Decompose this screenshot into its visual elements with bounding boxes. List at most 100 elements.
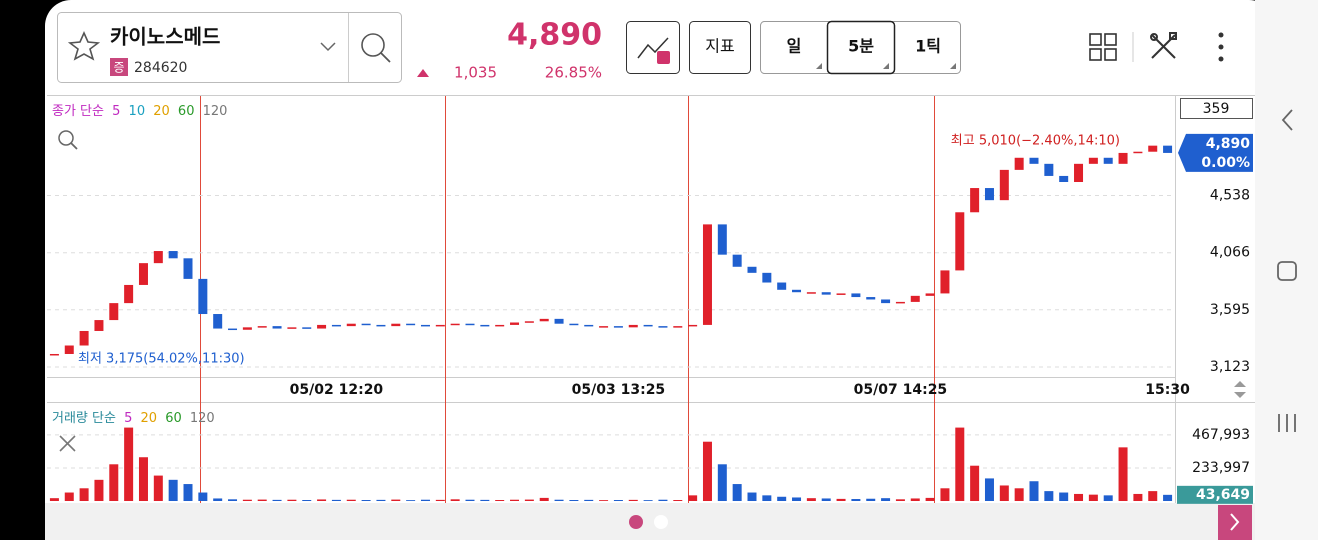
dropdown-arrow[interactable] [320, 42, 336, 52]
page-dot-active[interactable] [629, 515, 643, 529]
candle [168, 251, 178, 259]
volume-bar [1088, 494, 1098, 501]
candle [925, 293, 935, 296]
up-arrow [417, 69, 429, 77]
zoom-icon[interactable] [58, 130, 74, 146]
layout-icon[interactable] [1089, 33, 1117, 61]
candle [346, 323, 356, 327]
candle [480, 324, 490, 327]
volume-bar [450, 499, 460, 501]
candle [895, 301, 905, 304]
volume-bar [138, 457, 148, 501]
volume-bar [213, 498, 223, 501]
candle [49, 353, 59, 356]
candle [1029, 157, 1039, 164]
candle [1014, 157, 1024, 170]
search-icon[interactable] [361, 33, 385, 57]
candle [569, 323, 579, 326]
candle [465, 323, 475, 326]
legend-label: 종가 단순 [52, 104, 104, 119]
volume-bar [183, 484, 193, 501]
candle [94, 320, 104, 331]
candle [628, 324, 638, 328]
last-price: 4,890 [1206, 136, 1251, 152]
chart-video-button[interactable] [626, 21, 680, 74]
volume-bar [124, 427, 134, 501]
candle [524, 321, 534, 323]
favorite-star[interactable] [67, 31, 101, 61]
close-icon[interactable] [59, 435, 76, 452]
play-icon [657, 51, 670, 64]
scroll-down[interactable] [1234, 392, 1246, 398]
search-icon-handle [380, 52, 391, 63]
settings-icon[interactable] [1150, 32, 1177, 59]
candle [910, 295, 920, 302]
candle [836, 293, 846, 295]
candle [762, 272, 772, 283]
volume-bar [777, 496, 787, 501]
candle [881, 299, 891, 304]
corner-mark [950, 63, 956, 69]
volume-bar [376, 499, 386, 501]
volume-bar [302, 500, 312, 501]
nav-recent[interactable] [1278, 414, 1296, 432]
volume-bar [866, 498, 876, 501]
candle [183, 258, 193, 279]
corner-mark [883, 63, 889, 69]
next-arrow [1230, 513, 1240, 531]
x-tick-label: 15:30 [1145, 382, 1190, 398]
volume-bar [806, 498, 816, 501]
period-button[interactable]: 일 [787, 37, 802, 56]
scroll-up[interactable] [1234, 381, 1246, 387]
volume-bar [49, 498, 59, 501]
y-tick-label: 3,595 [1210, 302, 1250, 318]
last-price-tag [1178, 133, 1253, 172]
nav-home[interactable] [1277, 261, 1297, 281]
x-tick-label: 05/03 13:25 [572, 382, 666, 398]
badge: 증 [113, 61, 124, 75]
candle [406, 323, 416, 326]
volume-bar [688, 495, 698, 501]
nav-back[interactable] [1281, 109, 1293, 131]
legend-period: 60 [165, 411, 182, 426]
candle [673, 326, 683, 328]
volume-bar [613, 500, 623, 501]
chart-icon [637, 37, 669, 59]
indicator-button[interactable] [689, 21, 751, 74]
candle [554, 318, 564, 324]
candle [940, 270, 950, 294]
volume-bar [539, 497, 549, 501]
volume-bar [836, 498, 846, 501]
candle [970, 188, 980, 213]
volume-bar [628, 499, 638, 501]
volume-bar [747, 492, 757, 501]
volume-bar [79, 488, 89, 501]
next-button[interactable] [1218, 505, 1252, 540]
period-button[interactable]: 5분 [848, 37, 874, 56]
price-legend: 종가 단순 5 10 20 60 120 [52, 104, 227, 119]
volume-bar [242, 499, 252, 501]
last-volume: 43,649 [1196, 487, 1250, 503]
volume-bar [510, 499, 520, 501]
search-box[interactable] [57, 12, 402, 83]
high-label: 최고 5,010(−2.40%,14:10) [951, 134, 1120, 149]
period-button[interactable]: 1틱 [915, 37, 941, 56]
page-dot[interactable] [654, 515, 668, 529]
volume-bar [1029, 481, 1039, 501]
y-tick-label: 467,993 [1192, 427, 1250, 443]
legend-period: 5 [124, 411, 132, 426]
volume-bar [1163, 494, 1173, 501]
candle [361, 323, 371, 326]
volume-bar [895, 499, 905, 501]
period-selected[interactable] [826, 20, 896, 75]
volume-bar [94, 479, 104, 501]
volume-bar [420, 499, 430, 501]
last-volume-box [1177, 485, 1253, 504]
legend-period: 5 [112, 104, 120, 119]
volume-bar [346, 499, 356, 501]
change-rate: 26.85% [545, 64, 602, 82]
more-icon[interactable] [1218, 32, 1224, 62]
volume-bar [153, 475, 163, 501]
volume-bar [658, 499, 668, 501]
